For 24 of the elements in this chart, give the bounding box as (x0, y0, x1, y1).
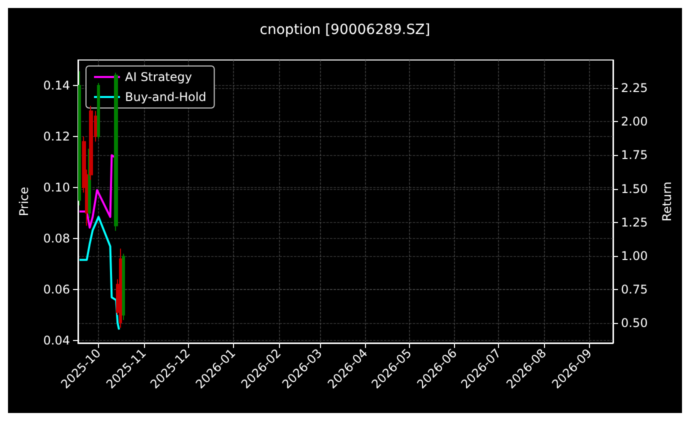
y-tick-label: 0.10 (43, 180, 70, 194)
y2-tick-label: 1.75 (621, 148, 648, 162)
candlestick (119, 248, 122, 328)
candlestick (114, 72, 118, 232)
legend-label: Buy-and-Hold (125, 90, 206, 104)
line-series (78, 216, 120, 331)
y2-tick-label: 0.50 (621, 316, 648, 330)
y2-tick-label: 2.25 (621, 81, 648, 96)
y2-axis-title: Return (660, 182, 674, 222)
y2-tick-label: 1.50 (621, 182, 648, 196)
y-axis-title: Price (17, 186, 31, 216)
legend-label: AI Strategy (125, 70, 192, 84)
y-tick-label: 0.14 (43, 78, 70, 92)
y2-tick-label: 1.00 (621, 248, 648, 263)
candlestick (97, 82, 100, 140)
y2-tick-label: 2.00 (621, 114, 648, 129)
chart-title: cnoption [90006289.SZ] (260, 22, 430, 38)
y-tick-label: 0.08 (43, 231, 70, 246)
y2-tick-label: 0.75 (621, 282, 648, 296)
y-tick-label: 0.04 (43, 333, 70, 348)
candlestick (122, 253, 125, 321)
y2-tick-label: 1.25 (621, 215, 648, 230)
y-tick-label: 0.12 (43, 129, 70, 144)
y-tick-label: 0.06 (43, 282, 70, 296)
